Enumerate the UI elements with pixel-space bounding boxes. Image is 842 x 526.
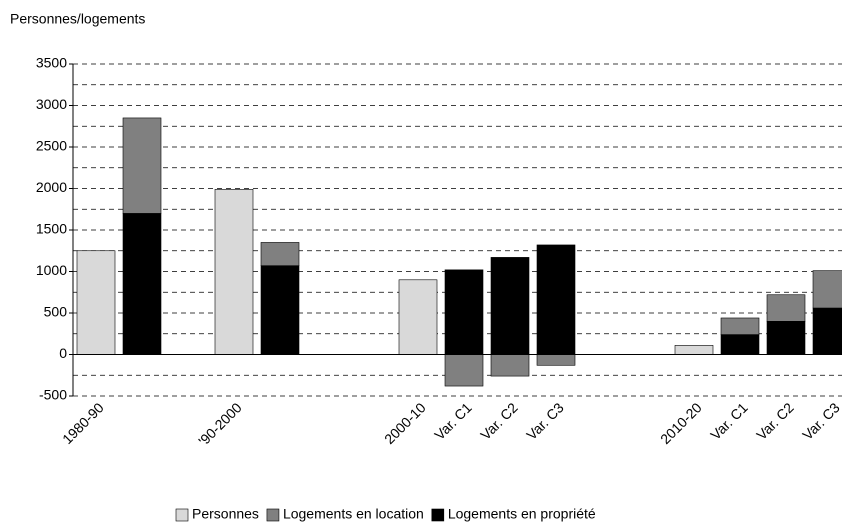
bar — [536, 354, 576, 366]
bar — [720, 317, 760, 335]
bar — [720, 334, 760, 355]
bar — [766, 294, 806, 322]
y-tick-label: 1000 — [36, 262, 67, 278]
bar — [260, 242, 300, 266]
x-tick-label: '90-2000 — [195, 399, 245, 449]
bar — [812, 270, 842, 309]
x-tick-label: Var. C2 — [477, 399, 521, 443]
legend-swatch — [431, 508, 445, 522]
legend-label: Personnes — [192, 506, 259, 522]
x-tick-label: Var. C3 — [523, 399, 567, 443]
bar — [490, 354, 530, 377]
y-tick-label: 1500 — [36, 221, 67, 237]
bar — [214, 189, 254, 355]
x-tick-label: Var. C1 — [707, 399, 751, 443]
bar — [76, 250, 116, 355]
bar — [122, 213, 162, 355]
x-tick-label: Var. C2 — [753, 399, 797, 443]
y-tick-label: 2000 — [36, 179, 67, 195]
bar — [444, 269, 484, 355]
y-tick-label: -500 — [39, 387, 67, 403]
bar — [122, 117, 162, 214]
x-tick-label: 1980-90 — [59, 399, 107, 447]
y-axis-title: Personnes/logements — [10, 11, 145, 27]
y-tick-label: 0 — [59, 345, 67, 361]
bar — [812, 307, 842, 355]
x-tick-label: Var. C1 — [431, 399, 475, 443]
bar — [674, 345, 714, 355]
legend-label: Logements en propriété — [448, 506, 596, 522]
x-tick-label: Var. C3 — [799, 399, 842, 443]
legend-label: Logements en location — [283, 506, 424, 522]
bar — [260, 265, 300, 355]
x-tick-label: 2000-10 — [381, 399, 429, 447]
legend-swatch — [266, 508, 280, 522]
bar — [536, 244, 576, 355]
legend-swatch — [175, 508, 189, 522]
y-tick-label: 500 — [44, 304, 68, 320]
bar — [398, 279, 438, 355]
bar — [444, 354, 484, 387]
x-tick-label: 2010-20 — [657, 399, 705, 447]
y-tick-label: 2500 — [36, 138, 67, 154]
bar — [766, 320, 806, 355]
y-tick-label: 3000 — [36, 96, 67, 112]
y-tick-label: 3500 — [36, 55, 67, 71]
bar — [490, 257, 530, 355]
